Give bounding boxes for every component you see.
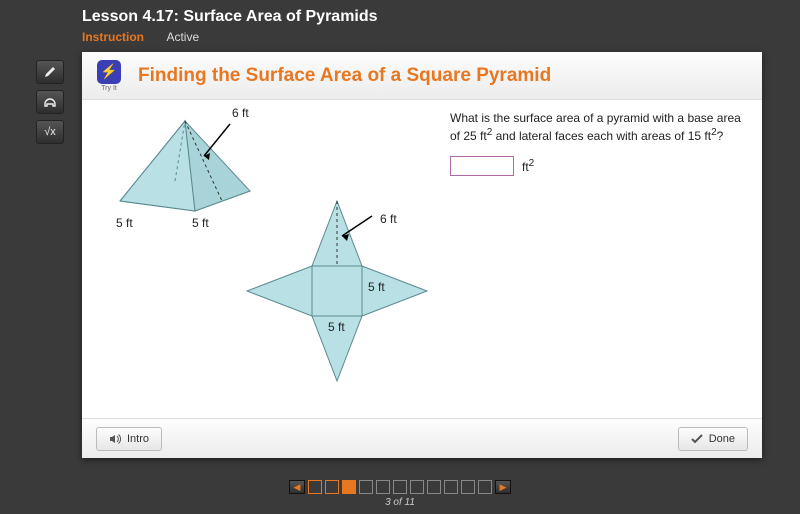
done-button[interactable]: Done — [678, 427, 748, 451]
pencil-icon — [43, 65, 57, 79]
pager-step-7[interactable] — [410, 480, 424, 494]
question-area: What is the surface area of a pyramid wi… — [450, 110, 750, 176]
pager-step-8[interactable] — [427, 480, 441, 494]
audio-tool-button[interactable] — [36, 90, 64, 114]
left-toolbar: √x — [36, 60, 64, 144]
net-slant-label: 6 ft — [380, 212, 397, 226]
lesson-title: Lesson 4.17: Surface Area of Pyramids — [82, 8, 800, 26]
pager-step-9[interactable] — [444, 480, 458, 494]
pyramid-slant-label: 6 ft — [232, 106, 249, 120]
subhead-active: Active — [166, 30, 199, 44]
pyramid-base-left-label: 5 ft — [116, 216, 133, 230]
pager-step-1[interactable] — [308, 480, 322, 494]
question-qmark: ? — [717, 129, 724, 143]
headphones-icon — [43, 95, 57, 109]
pager: ◀ ▶ 3 of 11 — [0, 480, 800, 508]
pager-step-11[interactable] — [478, 480, 492, 494]
pager-label: 3 of 11 — [385, 497, 415, 508]
pyramid-base-right-label: 5 ft — [192, 216, 209, 230]
content-panel: ⚡ Try It Finding the Surface Area of a S… — [82, 52, 762, 458]
panel-title: Finding the Surface Area of a Square Pyr… — [138, 65, 551, 87]
panel-footer: Intro Done — [82, 418, 762, 458]
equation-tool-button[interactable]: √x — [36, 120, 64, 144]
subhead-instruction: Instruction — [82, 30, 144, 44]
pager-step-6[interactable] — [393, 480, 407, 494]
panel-header: ⚡ Try It Finding the Surface Area of a S… — [82, 52, 762, 100]
pager-step-2[interactable] — [325, 480, 339, 494]
answer-unit: ft2 — [522, 157, 534, 175]
lightning-icon: ⚡ — [100, 63, 117, 80]
pager-step-3[interactable] — [342, 480, 356, 494]
net-side-right-label: 5 ft — [368, 280, 385, 294]
pager-step-4[interactable] — [359, 480, 373, 494]
pager-step-5[interactable] — [376, 480, 390, 494]
net-side-bottom-label: 5 ft — [328, 320, 345, 334]
lesson-subhead: Instruction Active — [82, 28, 800, 46]
pencil-tool-button[interactable] — [36, 60, 64, 84]
tryit-badge-wrap: ⚡ Try It — [94, 60, 124, 92]
speaker-icon — [109, 433, 121, 445]
done-button-label: Done — [709, 433, 735, 445]
diagram-area: 6 ft 5 ft 5 ft 6 ft — [82, 100, 442, 418]
pager-prev-button[interactable]: ◀ — [289, 480, 305, 494]
intro-button[interactable]: Intro — [96, 427, 162, 451]
radical-icon: √x — [44, 126, 56, 138]
answer-input[interactable] — [450, 156, 514, 176]
pager-next-button[interactable]: ▶ — [495, 480, 511, 494]
tryit-label: Try It — [94, 85, 124, 92]
check-icon — [691, 433, 703, 445]
panel-body: 6 ft 5 ft 5 ft 6 ft — [82, 100, 762, 418]
question-text-2: and lateral faces each with areas of 15 … — [492, 129, 711, 143]
pager-row: ◀ ▶ — [289, 480, 511, 494]
pager-step-10[interactable] — [461, 480, 475, 494]
intro-button-label: Intro — [127, 433, 149, 445]
net-diagram — [232, 186, 442, 396]
tryit-badge: ⚡ — [97, 60, 121, 84]
